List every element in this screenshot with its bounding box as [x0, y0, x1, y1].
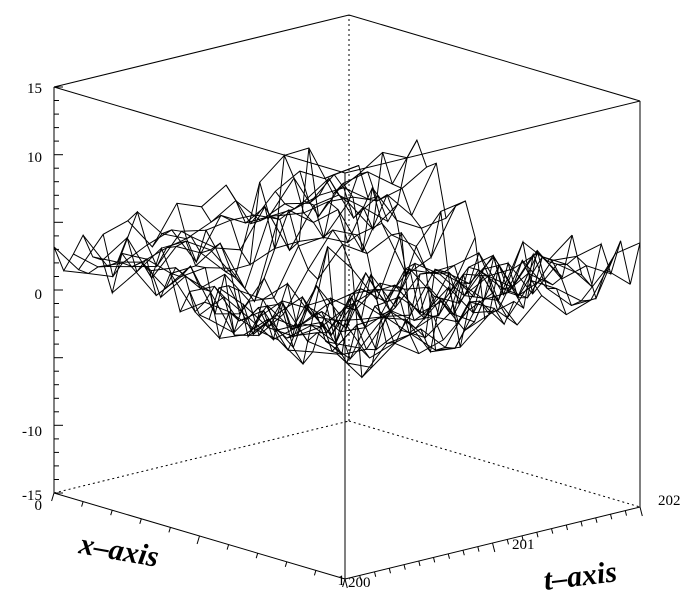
- z-tick-label-neg15: -15: [22, 488, 42, 504]
- z-tick-label-0: 0: [35, 287, 43, 303]
- x-tick: [110, 510, 113, 516]
- z-tick-label-15: 15: [27, 81, 42, 97]
- surface-mesh-line-x: [131, 166, 427, 303]
- surface-mesh-line-x: [102, 201, 398, 279]
- bounding-box-back: [53, 15, 641, 508]
- box-edge-hidden: [53, 420, 350, 494]
- x-tick-label-0: 0: [35, 498, 43, 514]
- t-tick: [521, 535, 524, 541]
- t-tick: [580, 521, 583, 527]
- t-tick: [477, 546, 480, 552]
- t-tick-label-201: 201: [512, 537, 535, 553]
- box-edge-hidden: [348, 420, 641, 508]
- x-tick: [313, 570, 317, 576]
- surface-mesh-line-x: [179, 231, 476, 365]
- surface-mesh-line-t: [102, 234, 395, 345]
- t-tick: [565, 524, 568, 531]
- surface-mesh-line-x: [189, 285, 486, 379]
- t-tick: [447, 553, 450, 559]
- x-tick: [168, 527, 171, 533]
- box-edge: [344, 100, 641, 174]
- t-tick: [551, 528, 554, 534]
- surface-mesh-line-x: [257, 252, 553, 336]
- t-tick: [359, 575, 362, 581]
- t-tick: [418, 560, 421, 567]
- surface-mesh-line-x: [160, 205, 457, 336]
- surface-mesh-line-x: [208, 300, 505, 353]
- box-edge: [348, 14, 641, 102]
- x-tick: [284, 561, 288, 567]
- box-edge: [53, 86, 346, 174]
- t-tick: [462, 550, 465, 556]
- bounding-box-front: [53, 14, 641, 580]
- x-tick: [139, 518, 142, 524]
- surface-mesh-line-x: [344, 242, 641, 359]
- t-axis-title: t–axis: [542, 555, 619, 597]
- wireframe-surface: [53, 138, 641, 379]
- surface-mesh-line-x: [218, 287, 515, 356]
- z-tick-label-10: 10: [27, 150, 42, 166]
- t-tick: [610, 514, 613, 520]
- x-tick-label-1: 1: [338, 573, 346, 589]
- x-tick: [196, 535, 200, 545]
- axis-ticks: [51, 86, 643, 589]
- surface-mesh-line-x: [53, 168, 350, 271]
- surface-mesh-line-x: [286, 262, 583, 344]
- z-tick-label-neg10: -10: [22, 424, 42, 440]
- x-tick: [342, 578, 346, 588]
- x-axis-title: x–axis: [76, 527, 162, 574]
- x-tick: [81, 501, 84, 507]
- box-edge: [53, 14, 350, 88]
- t-tick: [344, 578, 348, 589]
- x-tick: [255, 553, 259, 559]
- surface-mesh-line-x: [228, 263, 525, 351]
- t-tick: [595, 517, 598, 523]
- t-tick-label-200: 200: [348, 575, 371, 591]
- t-tick: [639, 506, 643, 517]
- t-tick: [433, 557, 436, 563]
- t-tick: [388, 568, 391, 574]
- surface-mesh-line-x: [325, 240, 622, 360]
- t-tick: [624, 510, 627, 516]
- surface-mesh-line-x: [140, 162, 437, 315]
- t-tick: [536, 532, 539, 538]
- surface-mesh-line-x: [267, 252, 563, 331]
- t-tick: [492, 542, 496, 553]
- t-tick: [506, 539, 509, 545]
- x-tick: [51, 492, 55, 502]
- t-tick-label-202: 202: [658, 493, 681, 509]
- surface-mesh-line-x: [306, 243, 602, 316]
- surface-mesh-line-x: [111, 147, 408, 294]
- surface-mesh-line-x: [73, 187, 369, 268]
- surface-mesh-line-x: [169, 200, 466, 349]
- surface-mesh-line-x: [150, 186, 447, 302]
- t-tick: [374, 571, 377, 577]
- x-tick: [226, 544, 230, 550]
- t-tick: [403, 564, 406, 570]
- surface-mesh-line-x: [335, 268, 631, 349]
- surface-mesh-line-x: [82, 177, 379, 268]
